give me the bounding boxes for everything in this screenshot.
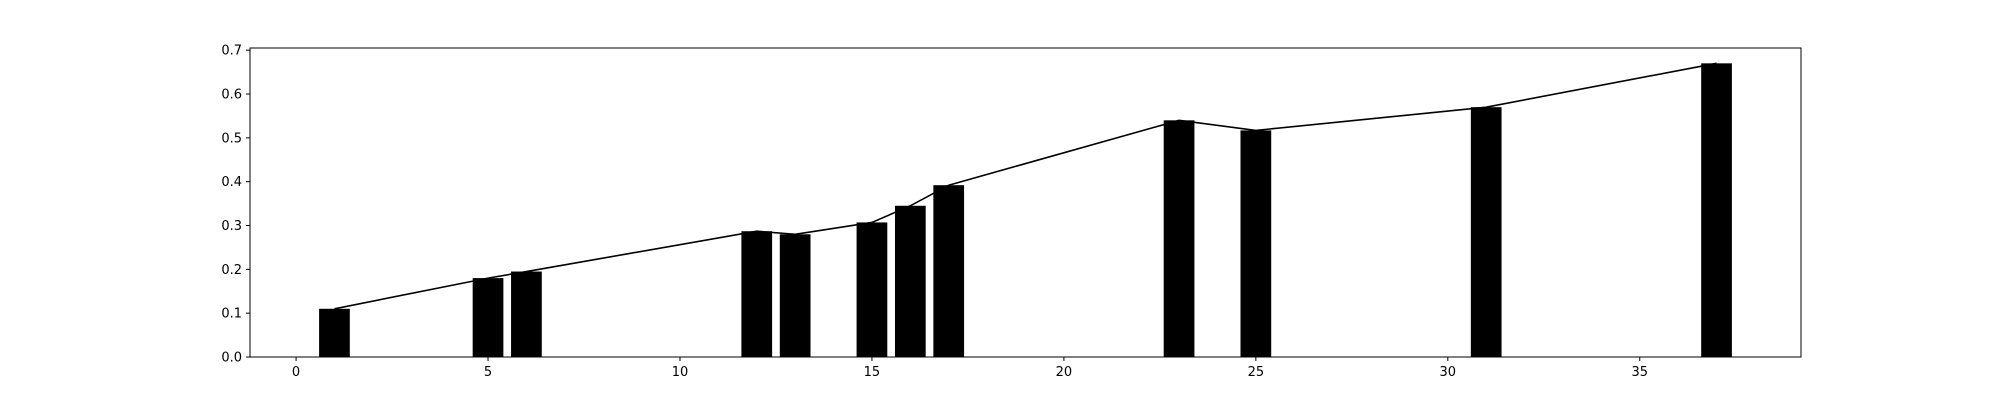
x-tick-label: 30: [1440, 365, 1457, 380]
x-tick-label: 10: [672, 365, 689, 380]
bar: [1240, 130, 1272, 357]
x-tick-label: 20: [1056, 365, 1073, 380]
x-axis-ticks: 0 5 10 15 20 25 30 35: [292, 357, 1648, 380]
bar: [894, 205, 926, 357]
bars-layer: [319, 63, 1732, 358]
bar: [933, 185, 965, 357]
x-tick-label: 35: [1631, 365, 1648, 380]
bar: [741, 231, 773, 357]
y-axis-ticks: 0.0 0.1 0.2 0.3 0.4 0.5 0.6 0.7: [221, 44, 250, 366]
x-tick-label: 25: [1248, 365, 1265, 380]
y-tick-label: 0.6: [221, 88, 242, 103]
bar: [1701, 63, 1732, 358]
y-tick-label: 0.4: [221, 175, 242, 190]
bar: [1163, 120, 1195, 357]
bar: [472, 278, 504, 357]
x-tick-label: 15: [864, 365, 881, 380]
y-tick-label: 0.2: [221, 263, 242, 278]
bar: [856, 222, 888, 357]
x-tick-label: 0: [292, 365, 300, 380]
plot-frame: [249, 47, 1802, 358]
y-tick-label: 0.1: [221, 307, 242, 322]
x-tick-label: 5: [484, 365, 492, 380]
y-tick-label: 0.3: [221, 219, 242, 234]
bar: [511, 271, 542, 357]
line-layer: [334, 62, 1717, 310]
y-tick-label: 0.5: [221, 131, 242, 146]
bar: [1470, 107, 1502, 357]
y-tick-label: 0.7: [221, 44, 242, 59]
bar: [319, 308, 350, 357]
y-tick-label: 0.0: [221, 351, 242, 366]
series-line: [334, 62, 1717, 310]
bar: [779, 234, 811, 357]
